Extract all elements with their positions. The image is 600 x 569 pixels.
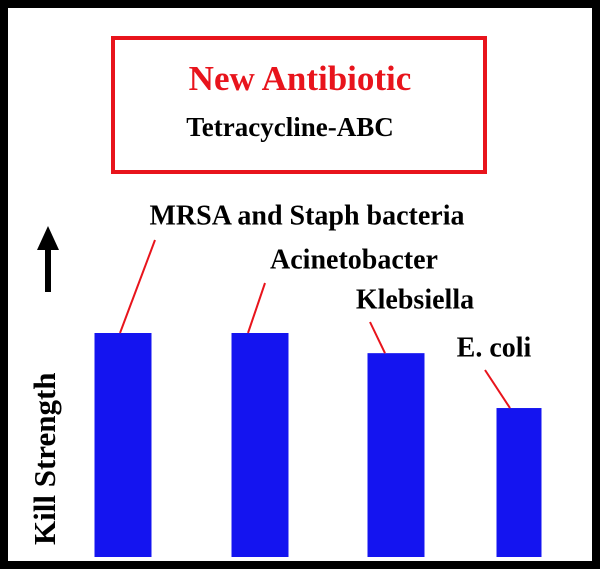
leader-line	[484, 369, 511, 409]
bar	[231, 333, 289, 557]
category-label: Acinetobacter	[270, 244, 438, 275]
chart-title: New Antibiotic	[189, 59, 412, 98]
category-label: Klebsiella	[356, 284, 474, 315]
category-label: E. coli	[457, 332, 532, 363]
leader-line	[119, 239, 156, 334]
leader-line	[369, 321, 386, 354]
y-axis-arrowhead	[37, 226, 59, 250]
title-box	[111, 36, 487, 174]
leader-line	[247, 282, 266, 334]
bar	[94, 333, 152, 557]
y-axis-label: Kill Strength	[27, 372, 62, 545]
bar	[496, 408, 542, 557]
chart-subtitle: Tetracycline-ABC	[186, 112, 393, 142]
bar	[367, 353, 425, 557]
category-label: MRSA and Staph bacteria	[149, 200, 464, 231]
